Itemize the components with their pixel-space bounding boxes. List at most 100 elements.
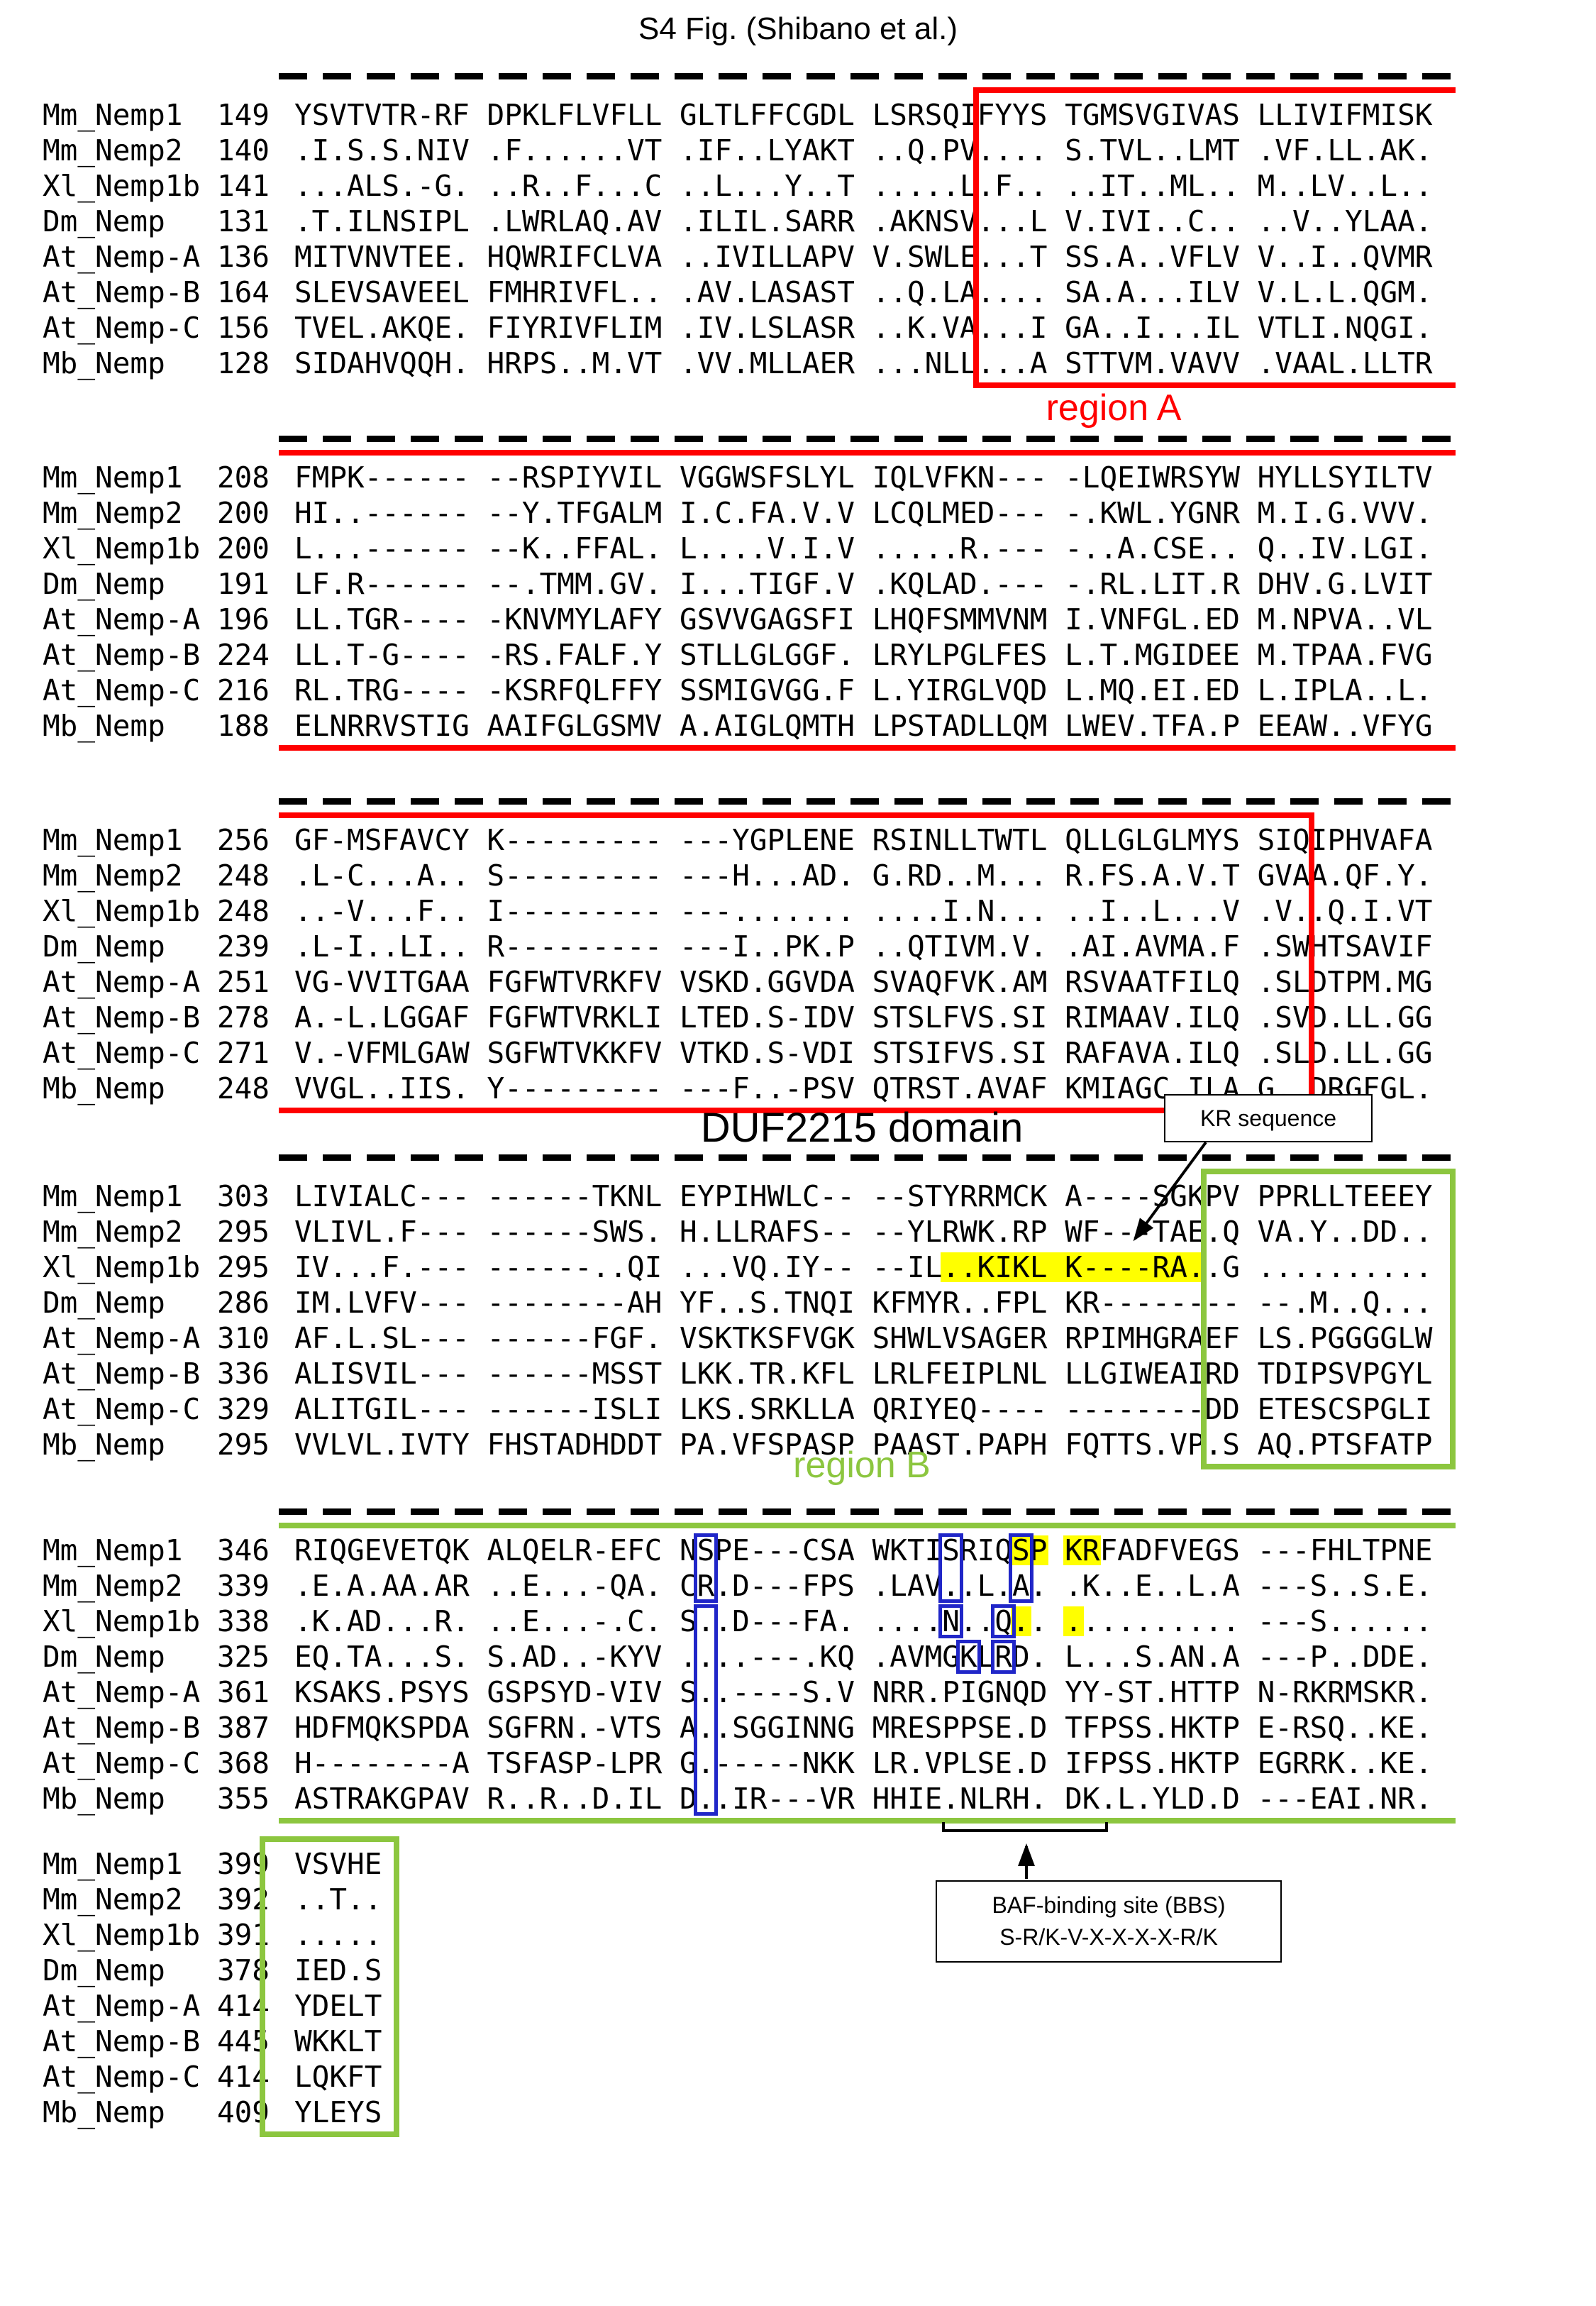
sequence-name: At_Nemp-B	[43, 1711, 201, 1745]
sequence-start-number: 295	[216, 1250, 270, 1284]
sequence-name: Mb_Nemp	[43, 2095, 165, 2129]
alignment-row: Mm_Nemp2 140 .I.S.S.NIV .F......VT .IF..LY…	[0, 133, 1596, 168]
sequence-name: At_Nemp-A	[43, 1675, 201, 1709]
sequence-name: At_Nemp-C	[43, 311, 201, 345]
sequence-name: Mb_Nemp	[43, 1071, 165, 1105]
sequence-residues: ELNRRVSTIG AAIFGLGSMV A.AIGLQMTH LPSTADL…	[294, 709, 1433, 743]
sequence-name: At_Nemp-A	[43, 965, 201, 999]
alignment-row: Mm_Nemp2 392 ..T..	[0, 1882, 1596, 1917]
region-line	[279, 745, 1456, 751]
sequence-name: Mb_Nemp	[43, 1428, 165, 1462]
sequence-name: At_Nemp-C	[43, 1392, 201, 1426]
sequence-start-number: 256	[216, 823, 270, 857]
sequence-start-number: 248	[216, 859, 270, 893]
region-line	[259, 1836, 400, 1842]
sequence-residues: LL.TGR---- -KNVMYLAFY GSVVGAGSFI LHQFSMM…	[294, 602, 1433, 636]
sequence-residues: RIQGEVETQK ALQELR-EFC NSPE---CSA WKTISRI…	[294, 1533, 1433, 1567]
alignment-row: At_Nemp-C 368 H--------A TSFASP-LPR G.----…	[0, 1745, 1596, 1781]
sequence-residues: ...ALS.-G. ..R..F...C ..L...Y..T .....L.…	[294, 169, 1433, 203]
sequence-residues: IED.S	[294, 1953, 382, 1987]
alignment-block-3: Mm_Nemp1 256 GF-MSFAVCY K--------- ---YGPL…	[0, 822, 1596, 1106]
sequence-start-number: 136	[216, 240, 270, 274]
sequence-start-number: 200	[216, 531, 270, 566]
sequence-start-number: 200	[216, 496, 270, 530]
sequence-name: Mm_Nemp2	[43, 1215, 183, 1249]
region-line	[972, 87, 979, 388]
sequence-residues: GF-MSFAVCY K--------- ---YGPLENE RSINLLT…	[294, 823, 1433, 857]
sequence-start-number: 224	[216, 638, 270, 672]
sequence-name: Dm_Nemp	[43, 929, 165, 964]
sequence-start-number: 216	[216, 673, 270, 707]
alignment-row: At_Nemp-B 387 HDFMQKSPDA SGFRN.-VTS A..SGG…	[0, 1710, 1596, 1745]
sequence-start-number: 128	[216, 346, 270, 380]
sequence-name: At_Nemp-A	[43, 1989, 201, 2023]
bbs-residue-box	[693, 1533, 719, 1603]
sequence-name: Mm_Nemp2	[43, 496, 183, 530]
alignment-block-4: Mm_Nemp1 303 LIVIALC--- ------TKNL EYPIHWL…	[0, 1179, 1596, 1462]
sequence-residues: SLEVSAVEEL FMHRIVFL.. .AV.LASAST ..Q.LA.…	[294, 275, 1433, 309]
alignment-row: Dm_Nemp 239 .L-I..LI.. R--------- ---I..PK…	[0, 929, 1596, 964]
sequence-start-number: 286	[216, 1286, 270, 1320]
region-line	[279, 1818, 1456, 1824]
alignment-row: At_Nemp-B 445 WKKLT	[0, 2024, 1596, 2059]
region-a-label: region A	[1046, 387, 1182, 429]
alignment-row: Dm_Nemp 191 LF.R------ --.TMM.GV. I...TIGF…	[0, 566, 1596, 602]
sequence-start-number: 248	[216, 894, 270, 928]
sequence-start-number: 251	[216, 965, 270, 999]
sequence-residues: LL.T-G---- -RS.FALF.Y STLLGLGGF. LRYLPGL…	[294, 638, 1433, 672]
sequence-residues: .K.AD...R. ..E...-.C. S..D---FA. ....N..…	[294, 1604, 1433, 1638]
alignment-row: At_Nemp-B 278 A.-L.LGGAF FGFWTVRKLI LTED.S…	[0, 1000, 1596, 1035]
sequence-start-number: 338	[216, 1604, 270, 1638]
bbs-residue-box	[991, 1604, 1016, 1638]
sequence-residues: EQ.TA...S. S.AD..-KYV ....---.KQ .AVMGKL…	[294, 1640, 1433, 1674]
alignment-row: At_Nemp-C 414 LQKFT	[0, 2059, 1596, 2095]
sequence-residues: ALISVIL--- ------MSST LKK.TR.KFL LRLFEIP…	[294, 1357, 1433, 1391]
sequence-start-number: 310	[216, 1321, 270, 1355]
sequence-start-number: 188	[216, 709, 270, 743]
alignment-row: At_Nemp-A 310 AF.L.SL--- ------FGF. VSKTKS…	[0, 1320, 1596, 1356]
sequence-residues: LIVIALC--- ------TKNL EYPIHWLC-- --STYRR…	[294, 1179, 1433, 1213]
alignment-row: Mm_Nemp2 248 .L-C...A.. S--------- ---H...…	[0, 858, 1596, 893]
sequence-residues: YSVTVTR-RF DPKLFLVFLL GLTLFFCGDL LSRSQIF…	[294, 98, 1433, 132]
sequence-start-number: 325	[216, 1640, 270, 1674]
region-line	[259, 2131, 400, 2137]
duf-domain-dashed-line	[279, 1154, 1456, 1161]
alignment-row: Mm_Nemp1 208 FMPK------ --RSPIYVIL VGGWSFS…	[0, 460, 1596, 495]
alignment-row: At_Nemp-B 336 ALISVIL--- ------MSST LKK.TR…	[0, 1356, 1596, 1391]
sequence-start-number: 399	[216, 1847, 270, 1881]
alignment-block-1: Mm_Nemp1 149 YSVTVTR-RF DPKLFLVFLL GLTLFFC…	[0, 97, 1596, 381]
bbs-residue-box	[956, 1640, 981, 1674]
sequence-name: At_Nemp-B	[43, 275, 201, 309]
kr-sequence-callout: KR sequence	[1164, 1094, 1373, 1142]
alignment-row: At_Nemp-A 136 MITVNVTEE. HQWRIFCLVA ..IVIL…	[0, 239, 1596, 275]
alignment-row: Xl_Nemp1b 141 ...ALS.-G. ..R..F...C ..L...…	[0, 168, 1596, 204]
sequence-name: Mb_Nemp	[43, 346, 165, 380]
sequence-residues: SIDAHVQQH. HRPS..M.VT .VV.MLLAER ...NLL.…	[294, 346, 1433, 380]
sequence-residues: RL.TRG---- -KSRFQLFFY SSMIGVGG.F L.YIRGL…	[294, 673, 1433, 707]
sequence-residues: ALITGIL--- ------ISLI LKS.SRKLLA QRIYEQ-…	[294, 1392, 1433, 1426]
sequence-residues: .E.A.AA.AR ..E...-QA. CR.D---FPS .LAV..L…	[294, 1569, 1433, 1603]
sequence-residues: H--------A TSFASP-LPR G.-----NKK LR.VPLS…	[294, 1746, 1433, 1780]
sequence-residues: IV...F.--- ------..QI ...VQ.IY-- --IL..K…	[294, 1250, 1433, 1284]
region-line	[972, 87, 1456, 93]
alignment-row: Mm_Nemp2 339 .E.A.AA.AR ..E...-QA. CR.D---…	[0, 1568, 1596, 1604]
sequence-start-number: 336	[216, 1357, 270, 1391]
sequence-start-number: 346	[216, 1533, 270, 1567]
sequence-name: At_Nemp-B	[43, 1357, 201, 1391]
region-line	[1308, 812, 1314, 1113]
sequence-residues: HI..------ --Y.TFGALM I.C.FA.V.V LCQLMED…	[294, 496, 1433, 530]
alignment-row: At_Nemp-C 216 RL.TRG---- -KSRFQLFFY SSMIGV…	[0, 673, 1596, 708]
region-line	[279, 1108, 1314, 1113]
sequence-start-number: 196	[216, 602, 270, 636]
residue-highlight	[1011, 1535, 1049, 1565]
alignment-row: Xl_Nemp1b 200 L...------ --K..FFAL. L....V…	[0, 531, 1596, 566]
bbs-motif: S-R/K-V-X-X-X-X-R/K	[999, 1924, 1218, 1950]
duf-domain-dashed-line	[279, 73, 1456, 79]
sequence-name: At_Nemp-A	[43, 602, 201, 636]
figure-title: S4 Fig. (Shibano et al.)	[638, 11, 958, 46]
sequence-name: Dm_Nemp	[43, 1953, 165, 1987]
sequence-residues: .....	[294, 1918, 382, 1952]
sequence-name: At_Nemp-C	[43, 673, 201, 707]
bbs-residue-box	[938, 1533, 963, 1603]
